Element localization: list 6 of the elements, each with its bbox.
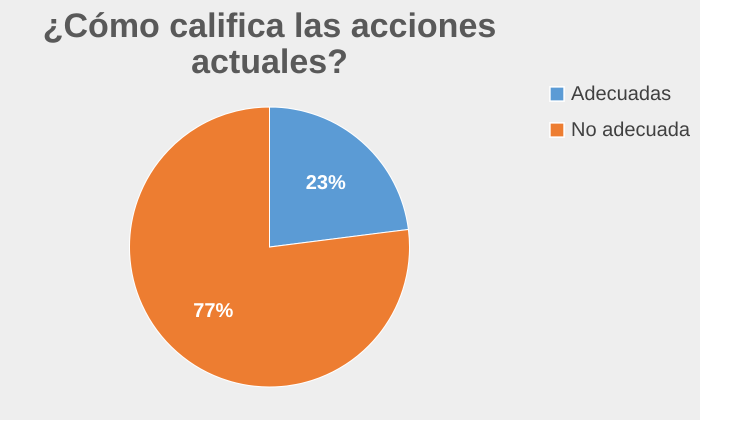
legend-label: No adecuada bbox=[571, 119, 691, 141]
chart-title: ¿Cómo califica las acciones actuales? bbox=[42, 7, 496, 81]
legend-label: Adecuadas bbox=[571, 83, 672, 105]
data-label: 77% bbox=[193, 300, 234, 322]
data-label: 23% bbox=[306, 172, 346, 194]
pie-slice bbox=[129, 106, 410, 388]
